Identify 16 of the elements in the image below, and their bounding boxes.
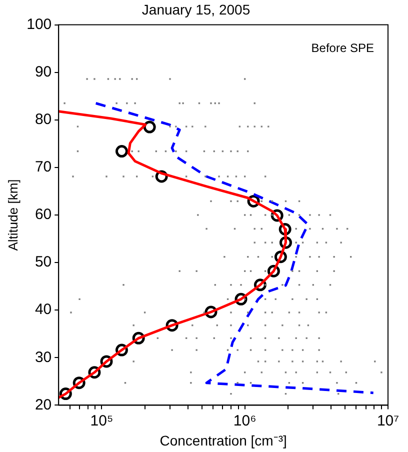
- y-tick-label: 60: [34, 206, 52, 224]
- y-tick-label: 80: [34, 111, 52, 128]
- annotation: Before SPE: [311, 41, 374, 56]
- y-tick-label: 90: [34, 63, 52, 80]
- y-tick-label: 40: [34, 301, 52, 318]
- y-tick-label: 30: [34, 348, 52, 366]
- chart-title: January 15, 2005: [142, 1, 250, 18]
- y-axis-title: Altitude [km]: [5, 179, 20, 251]
- y-tick-label: 70: [34, 158, 52, 176]
- x-axis-title: Concentration [cm⁻³]: [160, 432, 287, 448]
- x-tick-label: 10⁵: [90, 412, 114, 430]
- y-tick-label: 50: [34, 254, 52, 271]
- x-tick-label: 10⁶: [233, 412, 256, 430]
- y-tick-label: 100: [26, 16, 52, 33]
- y-tick-label: 20: [34, 396, 52, 414]
- x-tick-label: 10⁷: [376, 412, 400, 430]
